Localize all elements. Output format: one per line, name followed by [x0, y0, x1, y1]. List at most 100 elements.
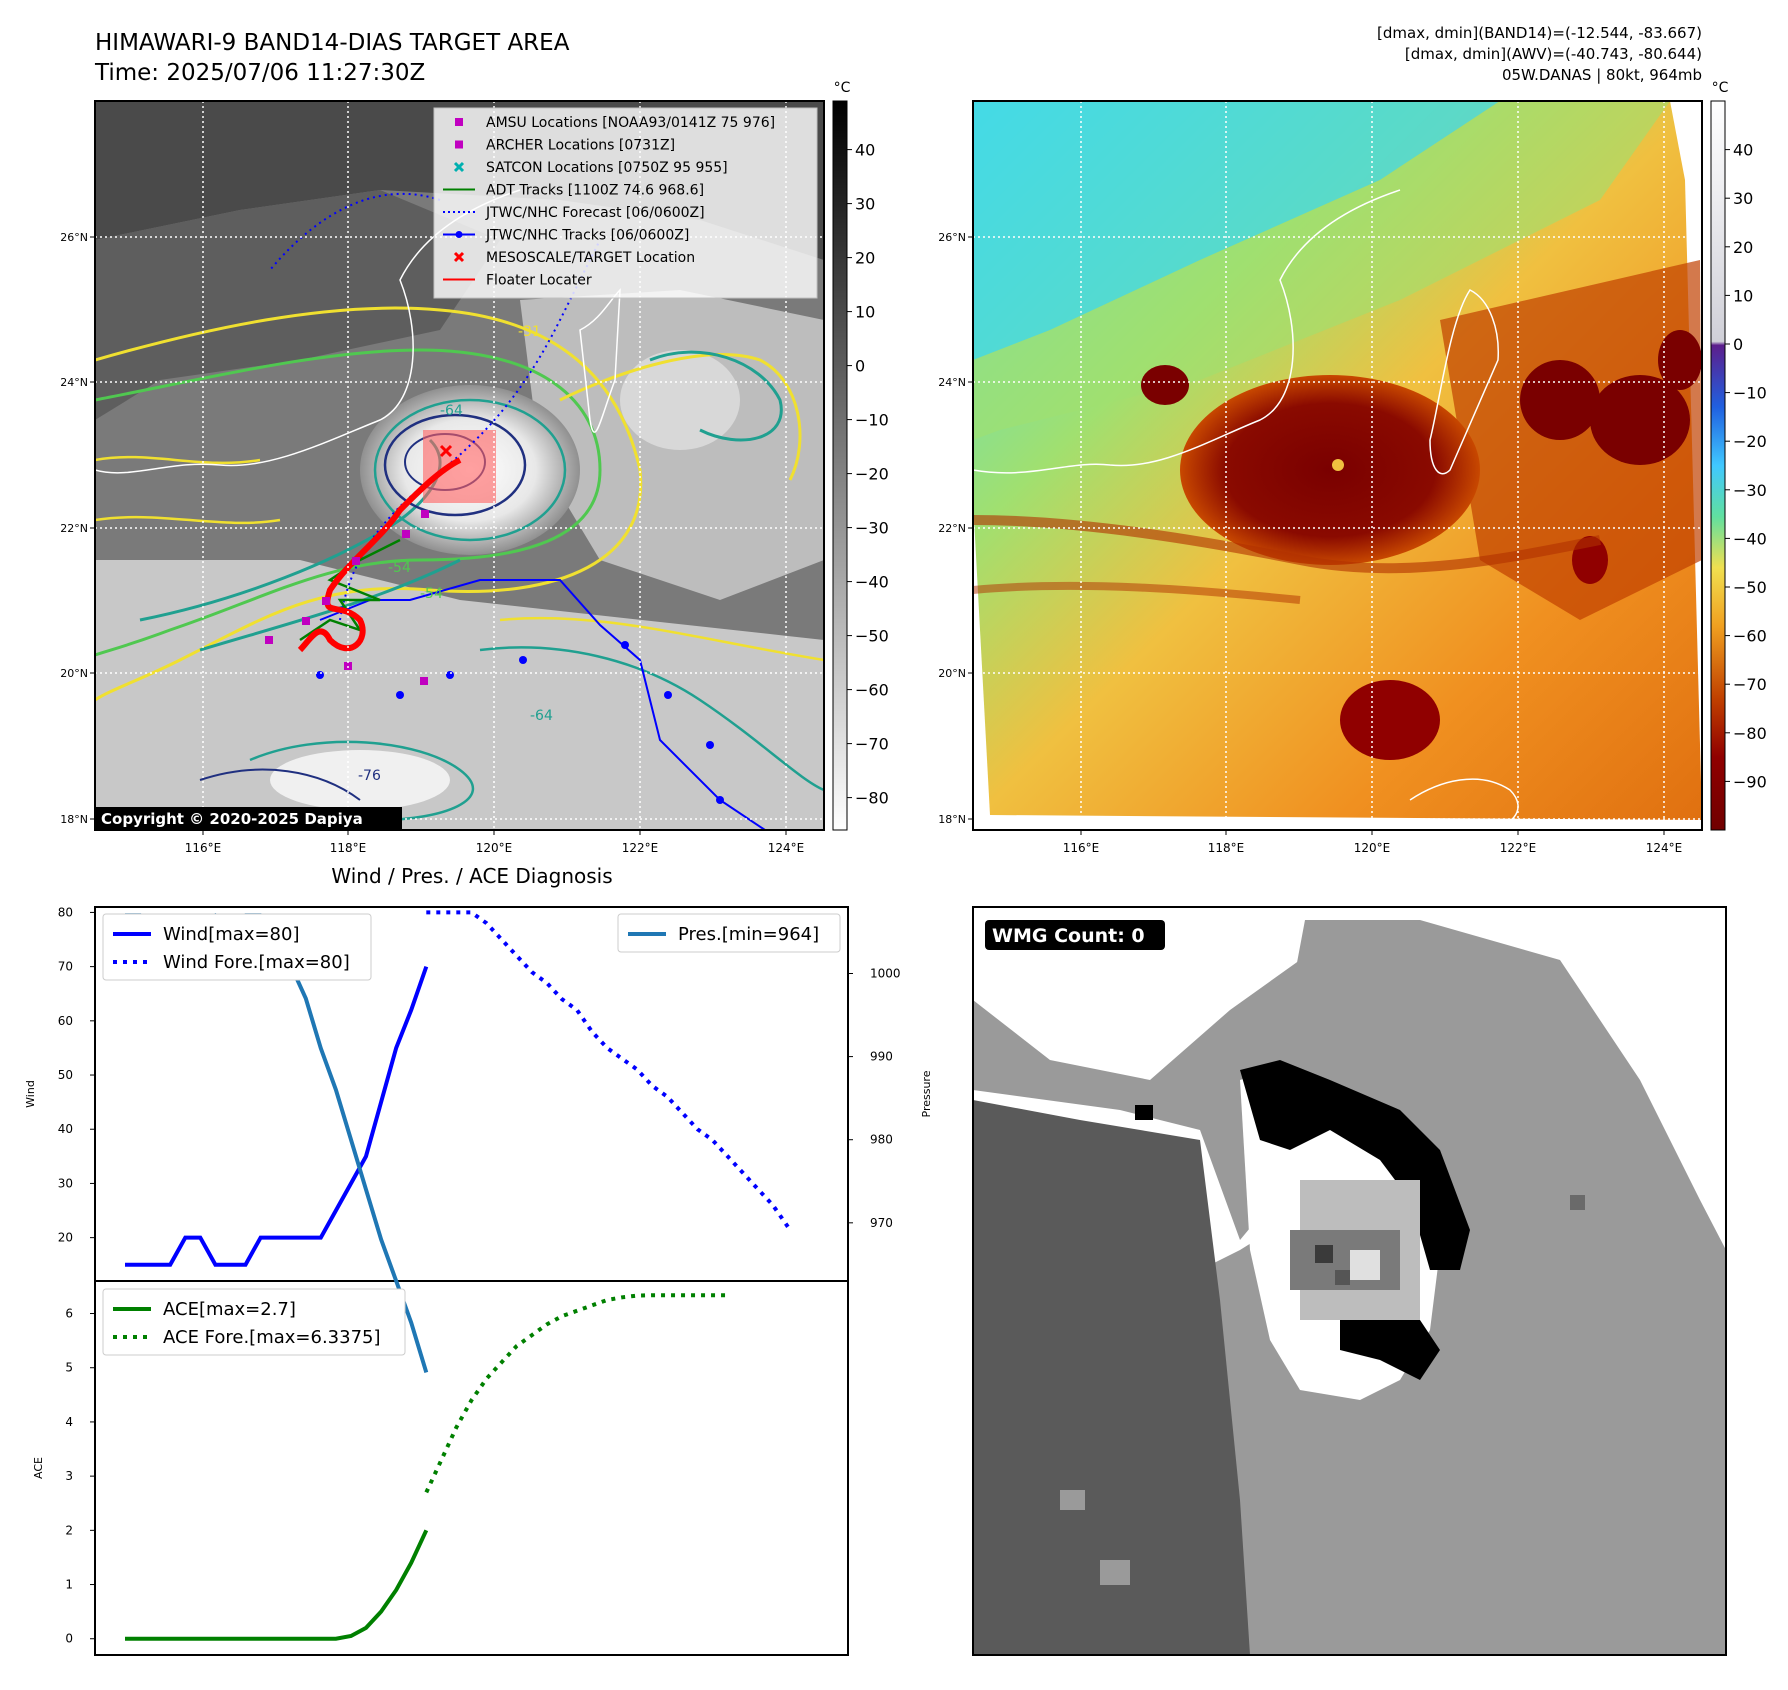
- lon-label: 118°E: [330, 841, 367, 855]
- y-tick-label: 70: [58, 960, 73, 974]
- legend-label: ACE Fore.[max=6.3375]: [163, 1327, 381, 1348]
- pressure-axis-label: Pressure: [920, 1070, 933, 1117]
- legend-label: ARCHER Locations [0731Z]: [486, 138, 675, 154]
- lon-label: 120°E: [476, 841, 513, 855]
- legend-label: MESOSCALE/TARGET Location: [486, 250, 695, 266]
- ir-map-frame: [94, 100, 825, 831]
- legend-entry: Floater Locater: [443, 273, 592, 289]
- stats-line2: [dmax, dmin](AWV)=(-40.743, -80.644): [1405, 45, 1702, 63]
- colorbar-color-unit: °C: [1712, 80, 1729, 96]
- lat-label: 20°N: [60, 667, 88, 680]
- y-tick-label: 0: [65, 1632, 73, 1646]
- title-line1: HIMAWARI-9 BAND14-DIAS TARGET AREA: [95, 30, 570, 56]
- wmg-count-label: WMG Count: 0: [992, 925, 1145, 947]
- colorbar-tick: −20: [855, 465, 889, 484]
- colorbar-tick: 20: [1733, 238, 1753, 257]
- lon-label: 122°E: [1500, 841, 1537, 855]
- copyright-label: Copyright © 2020-2025 Dapiya: [101, 810, 363, 828]
- y-tick-label: 4: [65, 1415, 73, 1429]
- contour-label: -31: [518, 324, 541, 340]
- lon-label: 120°E: [1354, 841, 1391, 855]
- colorbar-tick: −50: [855, 627, 889, 646]
- colorbar-tick: −40: [855, 573, 889, 592]
- colorbar-tick: 0: [1733, 335, 1743, 354]
- legend-label: JTWC/NHC Tracks [06/0600Z]: [485, 228, 689, 244]
- legend-entry: JTWC/NHC Forecast [06/0600Z]: [443, 205, 705, 221]
- y-tick-label: 6: [65, 1307, 73, 1321]
- title-line2: Time: 2025/07/06 11:27:30Z: [94, 60, 425, 86]
- stats-line1: [dmax, dmin](BAND14)=(-12.544, -83.667): [1377, 24, 1702, 42]
- legend-label: Pres.[min=964]: [678, 924, 819, 945]
- lon-label: 116°E: [1063, 841, 1100, 855]
- y-right-tick-label: 970: [870, 1216, 893, 1230]
- lat-label: 26°N: [938, 231, 966, 244]
- legend-entry: MESOSCALE/TARGET Location: [453, 250, 695, 266]
- colorbar-tick: 10: [1733, 286, 1753, 305]
- y-right-tick-label: 990: [870, 1050, 893, 1064]
- contour-label: -64: [530, 708, 553, 724]
- series-line-observed: [125, 1529, 429, 1641]
- legend-label: Wind[max=80]: [163, 924, 300, 945]
- wmg-count-badge: [985, 920, 1165, 950]
- y-tick-label: 60: [58, 1014, 73, 1028]
- legend-square-marker: [455, 140, 463, 149]
- colorbar-tick: 30: [855, 195, 875, 214]
- lat-label: 22°N: [938, 522, 966, 535]
- lon-label: 124°E: [1646, 841, 1683, 855]
- y-tick-label: 1: [65, 1578, 73, 1592]
- contour-label: -76: [358, 768, 381, 784]
- contour-label: -54: [420, 586, 443, 602]
- lon-label: 116°E: [185, 841, 222, 855]
- y-tick-label: 20: [58, 1231, 73, 1245]
- colorbar-color: [1710, 100, 1726, 831]
- map-legend: AMSU Locations [NOAA93/0141Z 75 976] ARCH…: [433, 107, 818, 299]
- wmg-panel-frame: [972, 906, 1727, 1656]
- legend-label: Floater Locater: [486, 273, 592, 289]
- lon-label: 122°E: [622, 841, 659, 855]
- lon-label: 124°E: [768, 841, 805, 855]
- colorbar-tick: −30: [855, 519, 889, 538]
- series-line-forecast: [424, 1293, 728, 1494]
- colorbar-tick: 0: [855, 357, 865, 376]
- colorbar-tick: −70: [855, 735, 889, 754]
- legend-entry: SATCON Locations [0750Z 95 955]: [453, 160, 728, 176]
- y-tick-label: 3: [65, 1469, 73, 1483]
- lat-label: 18°N: [938, 813, 966, 826]
- colorbar-tick: 30: [1733, 189, 1753, 208]
- chart-legend: Wind[max=80] Wind Fore.[max=80]: [102, 913, 372, 981]
- legend-entry: ADT Tracks [1100Z 74.6 968.6]: [443, 183, 704, 199]
- legend-entry: ARCHER Locations [0731Z]: [455, 138, 675, 154]
- colorbar-tick: 10: [855, 303, 875, 322]
- contour-label: -64: [440, 403, 463, 419]
- wv-map-panel: [973, 101, 1702, 830]
- colorbar-tick: 40: [855, 141, 875, 160]
- copyright-box: [95, 807, 402, 830]
- diag-title: Wind / Pres. / ACE Diagnosis: [331, 864, 612, 888]
- colorbar-tick: 20: [855, 249, 875, 268]
- wmg-panel: [973, 907, 1726, 1655]
- colorbar-tick: −60: [1733, 627, 1767, 646]
- lat-label: 20°N: [938, 667, 966, 680]
- contour-label: -54: [388, 560, 411, 576]
- colorbar-tick: −20: [1733, 432, 1767, 451]
- ace-axis-label: ACE: [32, 1457, 45, 1479]
- legend-label: AMSU Locations [NOAA93/0141Z 75 976]: [486, 115, 775, 131]
- y-right-tick-label: 1000: [870, 966, 901, 980]
- y-tick-label: 50: [58, 1068, 73, 1082]
- y-tick-label: 5: [65, 1361, 73, 1375]
- colorbar-tick: −40: [1733, 529, 1767, 548]
- lat-label: 22°N: [60, 522, 88, 535]
- wind-axis-label: Wind: [24, 1080, 37, 1108]
- colorbar-tick: −70: [1733, 675, 1767, 694]
- legend-label: ADT Tracks [1100Z 74.6 968.6]: [486, 183, 704, 199]
- colorbar-tick: −60: [855, 681, 889, 700]
- y-tick-label: 30: [58, 1176, 73, 1190]
- colorbar-tick: −10: [855, 411, 889, 430]
- colorbar-tick: −90: [1733, 772, 1767, 791]
- wv-map-frame: [972, 100, 1703, 831]
- colorbar-gray-unit: °C: [834, 80, 851, 96]
- y-tick-label: 2: [65, 1523, 73, 1537]
- colorbar-tick: −30: [1733, 481, 1767, 500]
- lat-label: 18°N: [60, 813, 88, 826]
